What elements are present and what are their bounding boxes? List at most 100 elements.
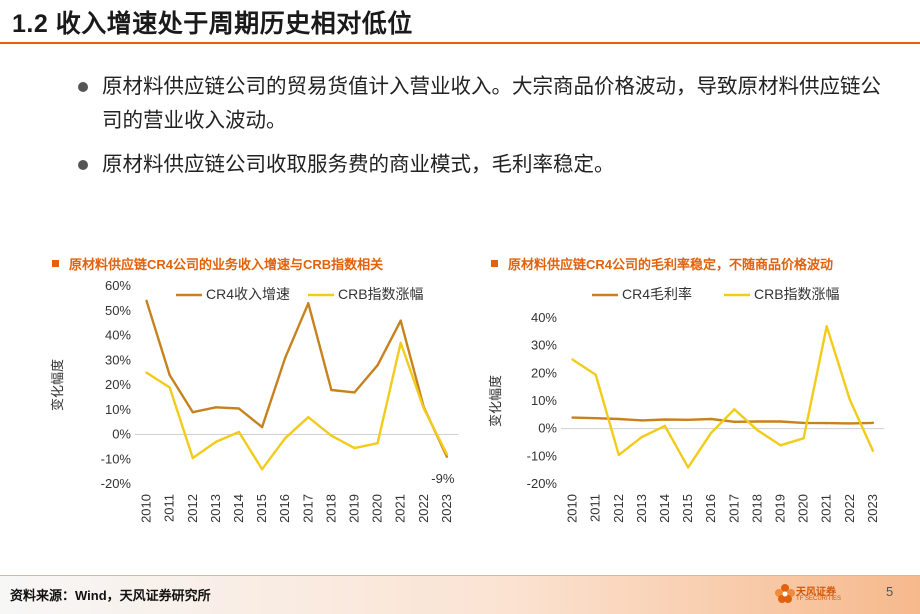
legend-label: CR4毛利率 [622, 286, 692, 302]
logo-text: 天风证券 [796, 587, 836, 598]
legend-label: CRB指数涨幅 [338, 286, 424, 302]
data-point [663, 424, 667, 428]
data-point [848, 422, 851, 425]
title-square-icon [491, 260, 498, 267]
y-tick-label: -10% [527, 448, 558, 463]
data-point [260, 425, 264, 429]
x-tick-label: 2010 [565, 494, 580, 523]
legend-label: CRB指数涨幅 [754, 286, 840, 302]
y-tick-label: 20% [105, 377, 131, 392]
x-tick-label: 2012 [611, 494, 626, 523]
data-point [871, 421, 875, 425]
data-point [779, 444, 782, 447]
x-tick-label: 2017 [300, 494, 315, 523]
data-point [594, 373, 597, 376]
y-tick-label: -20% [101, 476, 132, 491]
data-point [825, 325, 828, 328]
footer-bar [0, 576, 920, 614]
y-tick-label: 0% [112, 427, 131, 442]
logo-subtext: TF SECURITIES [796, 596, 842, 602]
data-point [376, 364, 379, 367]
data-point [307, 302, 310, 305]
data-point [399, 341, 402, 345]
x-tick-label: 2021 [819, 494, 834, 523]
data-point [617, 453, 620, 457]
title-divider [0, 42, 920, 44]
x-tick-label: 2018 [749, 494, 764, 523]
page-number: 5 [886, 584, 894, 599]
x-tick-label: 2010 [139, 494, 154, 523]
company-logo: 天风证券 TF SECURITIES [774, 582, 854, 608]
y-tick-label: 60% [105, 278, 131, 293]
bullet-item: 原材料供应链公司的贸易货值计入营业收入。大宗商品价格波动，导致原材料供应链公司的… [74, 70, 894, 138]
data-point [709, 417, 713, 421]
data-point [168, 373, 171, 377]
title-square-icon [52, 260, 59, 267]
data-point [260, 467, 264, 471]
data-point [663, 418, 667, 421]
data-point [283, 437, 287, 440]
y-tick-label: -20% [527, 476, 558, 491]
y-tick-label: 40% [531, 310, 557, 325]
x-tick-label: 2019 [346, 494, 361, 523]
x-tick-label: 2013 [208, 494, 223, 523]
x-tick-label: 2020 [796, 494, 811, 523]
data-point [848, 398, 851, 401]
x-tick-label: 2014 [657, 494, 672, 523]
y-tick-label: 20% [531, 365, 557, 380]
data-point [871, 449, 875, 452]
y-axis-label: 变化幅度 [488, 375, 503, 427]
data-point [802, 421, 805, 425]
x-tick-label: 2018 [323, 494, 338, 523]
data-point [756, 420, 759, 423]
legend-label: CR4收入增速 [206, 286, 290, 302]
series-line [145, 300, 448, 458]
data-point [283, 356, 287, 359]
data-point [802, 437, 805, 440]
data-point [237, 407, 241, 410]
chart-1-title: 原材料供应链CR4公司的业务收入增速与CRB指数相关 [52, 254, 383, 273]
bullet-item: 原材料供应链公司收取服务费的商业模式，毛利率稳定。 [74, 148, 894, 182]
x-tick-label: 2014 [231, 494, 246, 523]
data-point [571, 416, 574, 419]
source-note: 资料来源：Wind，天风证券研究所 [10, 588, 211, 603]
chart-2-title: 原材料供应链CR4公司的毛利率稳定，不随商品价格波动 [491, 254, 833, 273]
x-tick-label: 2020 [370, 494, 385, 523]
x-tick-label: 2013 [634, 494, 649, 523]
data-point [353, 446, 356, 450]
chart-1-title-text: 原材料供应链CR4公司的业务收入增速与CRB指数相关 [69, 257, 384, 272]
bullet-dot-icon [78, 82, 88, 92]
x-tick-label: 2016 [277, 494, 292, 523]
chart-2-title-text: 原材料供应链CR4公司的毛利率稳定，不随商品价格波动 [508, 257, 834, 272]
bullet-text: 原材料供应链公司的贸易货值计入营业收入。大宗商品价格波动，导致原材料供应链公司的… [102, 75, 881, 132]
chart-2: 40% 30% 20% 10% 0% -10% -20% 变化幅度 2010 2011 2012 20… [488, 286, 885, 523]
x-tick-label: 2011 [588, 494, 603, 522]
data-point [686, 418, 690, 422]
x-tick-label: 2017 [726, 494, 741, 523]
data-point [445, 455, 449, 458]
x-tick-label: 2023 [865, 494, 880, 523]
data-label: -9% [431, 471, 455, 486]
data-point [399, 319, 402, 322]
x-tick-label: 2019 [772, 494, 787, 523]
data-point [640, 419, 644, 422]
x-tick-label: 2015 [680, 494, 695, 523]
flower-logo-icon [775, 584, 795, 603]
data-point [214, 406, 218, 409]
page-title: 1.2 收入增速处于周期历史相对低位 [12, 10, 413, 38]
data-point [733, 408, 736, 411]
x-tick-label: 2016 [703, 494, 718, 523]
data-point [640, 435, 644, 439]
x-tick-label: 2021 [393, 494, 408, 523]
data-point [779, 420, 782, 423]
y-tick-label: 0% [538, 421, 557, 436]
y-tick-label: 50% [105, 303, 131, 318]
bullet-list: 原材料供应链公司的贸易货值计入营业收入。大宗商品价格波动，导致原材料供应链公司的… [74, 70, 894, 192]
series-line [145, 341, 448, 471]
x-tick-label: 2011 [162, 494, 177, 522]
data-point [353, 391, 356, 394]
data-point [376, 441, 379, 445]
series-line [571, 325, 874, 469]
data-point [825, 421, 828, 425]
data-point [733, 420, 736, 423]
